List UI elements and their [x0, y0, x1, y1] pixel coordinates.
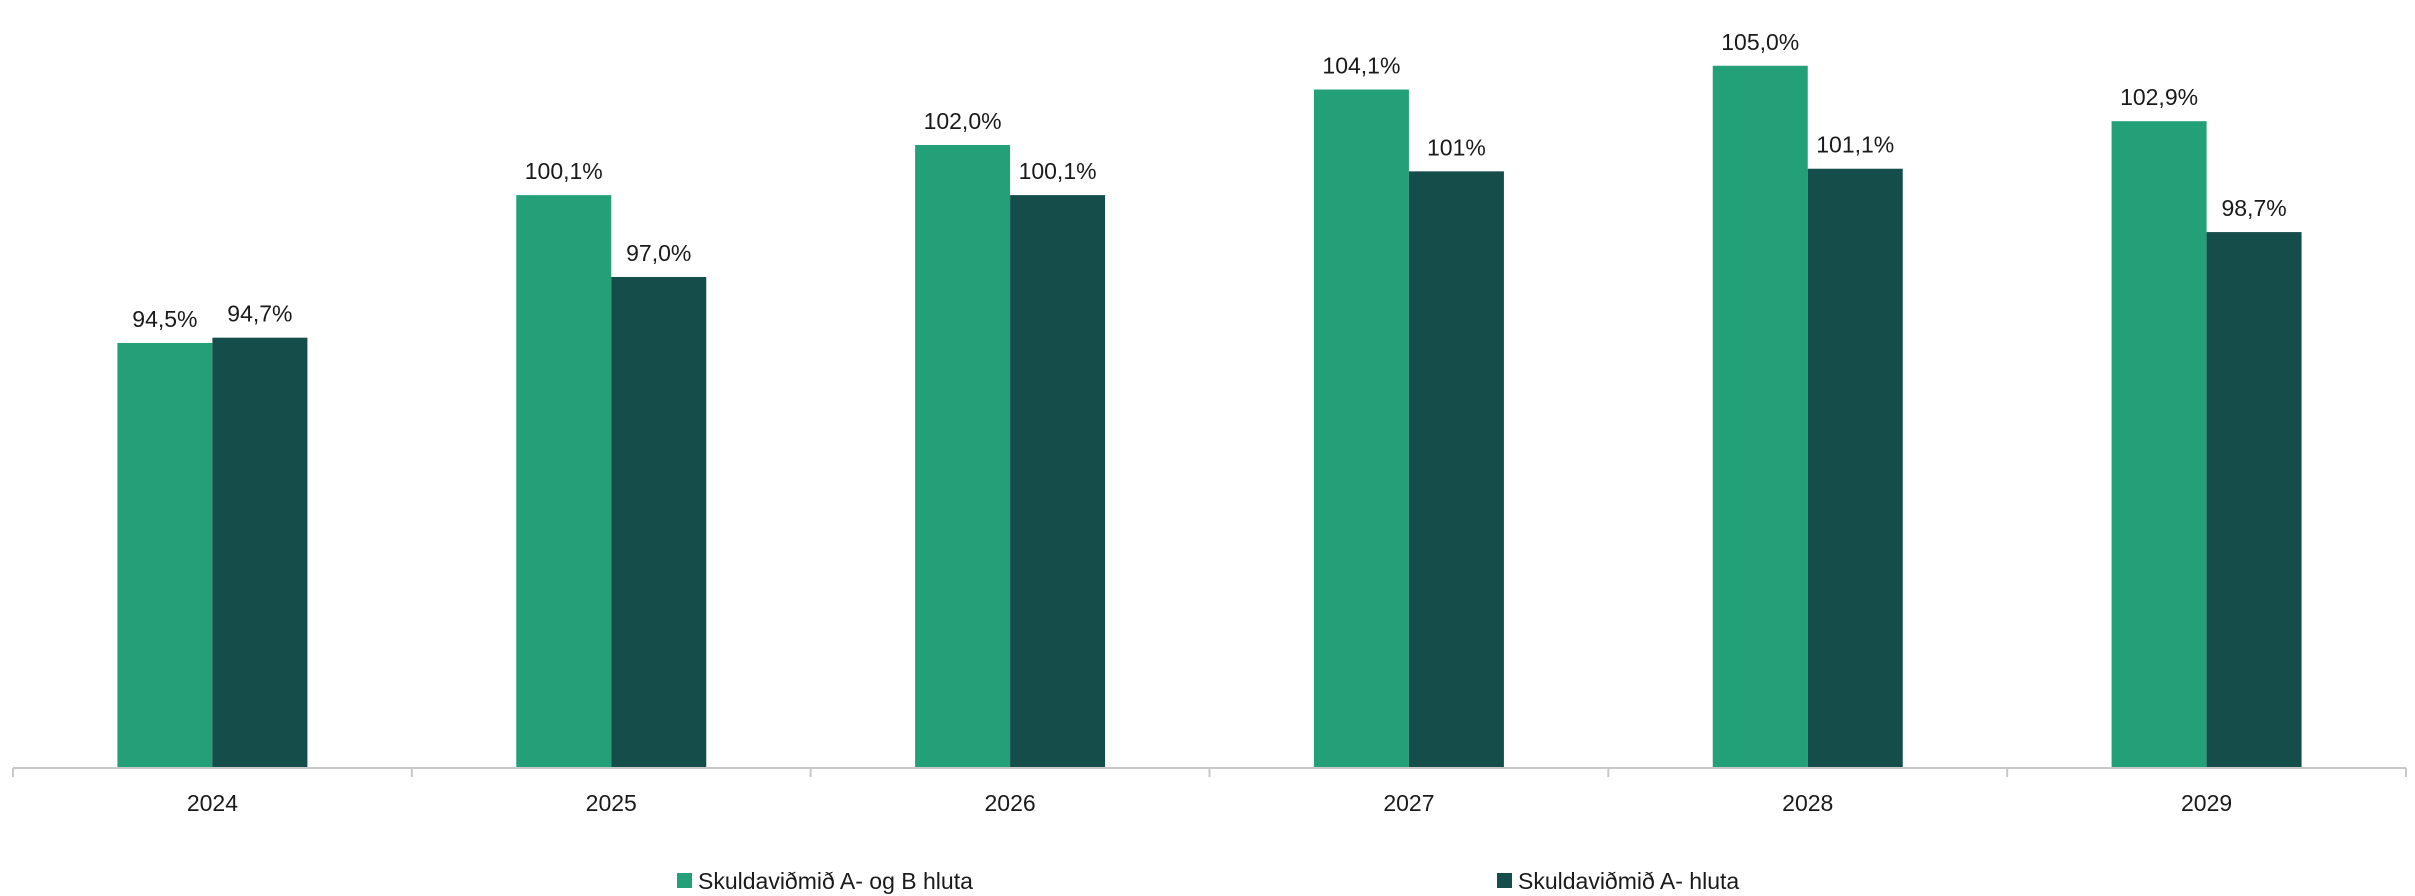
- x-axis: [12, 767, 2407, 777]
- bar-a-og-b-hluta-2024: [117, 342, 213, 768]
- x-tick-label-2027: 2027: [1383, 790, 1434, 816]
- legend-label-a-og-b-hluta: Skuldaviðmið A- og B hluta: [698, 868, 973, 894]
- x-tick-label-2026: 2026: [984, 790, 1035, 816]
- bars-layer: [117, 65, 2302, 769]
- data-label-a-og-b-hluta-2026: 102,0%: [924, 108, 1002, 134]
- data-label-a-og-b-hluta-2024: 94,5%: [132, 306, 197, 332]
- bar-a-og-b-hluta-2028: [1712, 65, 1808, 768]
- bar-a-hluta-2024: [212, 337, 308, 768]
- data-label-a-hluta-2025: 97,0%: [626, 240, 691, 266]
- x-tick-labels: 2024 2025 2026 2027 2028 2029: [187, 790, 2232, 816]
- legend-label-a-hluta: Skuldaviðmið A- hluta: [1518, 868, 1739, 894]
- data-label-a-hluta-2024: 94,7%: [227, 301, 292, 327]
- data-label-a-hluta-2028: 101,1%: [1816, 132, 1894, 158]
- data-label-a-og-b-hluta-2027: 104,1%: [1322, 53, 1400, 79]
- bar-a-hluta-2025: [611, 276, 707, 768]
- data-label-a-og-b-hluta-2025: 100,1%: [525, 158, 603, 184]
- bar-a-hluta-2029: [2206, 232, 2302, 768]
- x-tick-label-2024: 2024: [187, 790, 238, 816]
- data-label-a-hluta-2026: 100,1%: [1019, 158, 1097, 184]
- bar-a-og-b-hluta-2027: [1313, 89, 1409, 768]
- bar-a-hluta-2028: [1807, 168, 1903, 769]
- x-tick-label-2029: 2029: [2181, 790, 2232, 816]
- legend-swatch-a-hluta: [1497, 873, 1512, 888]
- bar-a-og-b-hluta-2029: [2111, 121, 2207, 768]
- x-tick-label-2028: 2028: [1782, 790, 1833, 816]
- legend-swatch-a-og-b-hluta: [677, 873, 692, 888]
- data-label-a-hluta-2029: 98,7%: [2221, 195, 2286, 221]
- bar-a-hluta-2026: [1010, 195, 1106, 768]
- bar-a-og-b-hluta-2026: [915, 144, 1011, 768]
- data-label-a-hluta-2027: 101%: [1427, 134, 1486, 160]
- x-tick-label-2025: 2025: [586, 790, 637, 816]
- data-label-a-og-b-hluta-2028: 105,0%: [1721, 29, 1799, 55]
- data-labels-layer: 94,5% 94,7% 100,1% 97,0% 102,0% 100,1% 104,1% 1…: [132, 29, 2286, 332]
- bar-a-og-b-hluta-2025: [516, 195, 612, 768]
- bar-a-hluta-2027: [1408, 171, 1504, 769]
- legend: Skuldaviðmið A- og B hluta Skuldaviðmið A…: [677, 868, 1739, 894]
- data-label-a-og-b-hluta-2029: 102,9%: [2120, 84, 2198, 110]
